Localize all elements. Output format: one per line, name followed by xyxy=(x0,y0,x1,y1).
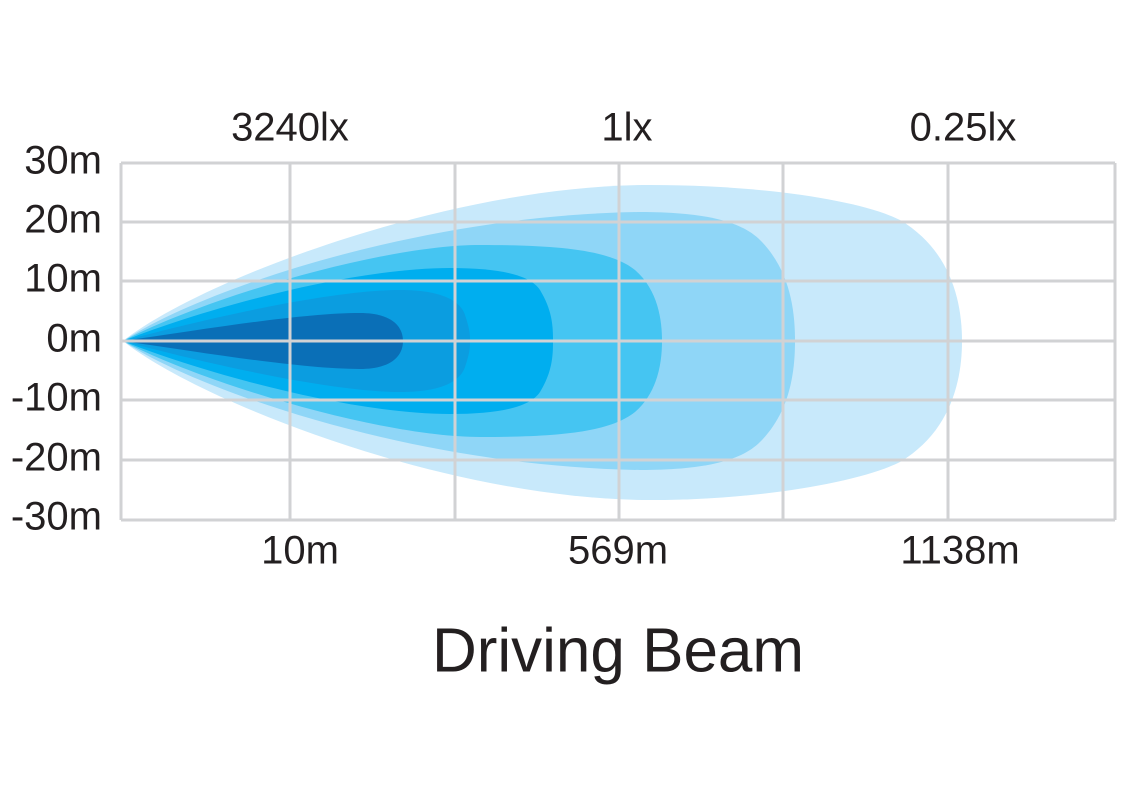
x-label: 569m xyxy=(568,529,668,573)
lux-label: 0.25lx xyxy=(910,106,1017,150)
y-label: 0m xyxy=(46,317,102,361)
lux-label: 3240lx xyxy=(231,106,349,150)
y-label: 30m xyxy=(24,139,102,183)
x-label: 10m xyxy=(261,529,339,573)
title: Driving Beam xyxy=(432,616,804,685)
lux-label: 1lx xyxy=(601,106,652,150)
y-label: -20m xyxy=(11,436,102,480)
y-label: -30m xyxy=(11,495,102,539)
grid xyxy=(119,161,1117,522)
y-label: -10m xyxy=(11,376,102,420)
y-label: 10m xyxy=(24,257,102,301)
y-label: 20m xyxy=(24,198,102,242)
x-label: 1138m xyxy=(900,529,1019,573)
